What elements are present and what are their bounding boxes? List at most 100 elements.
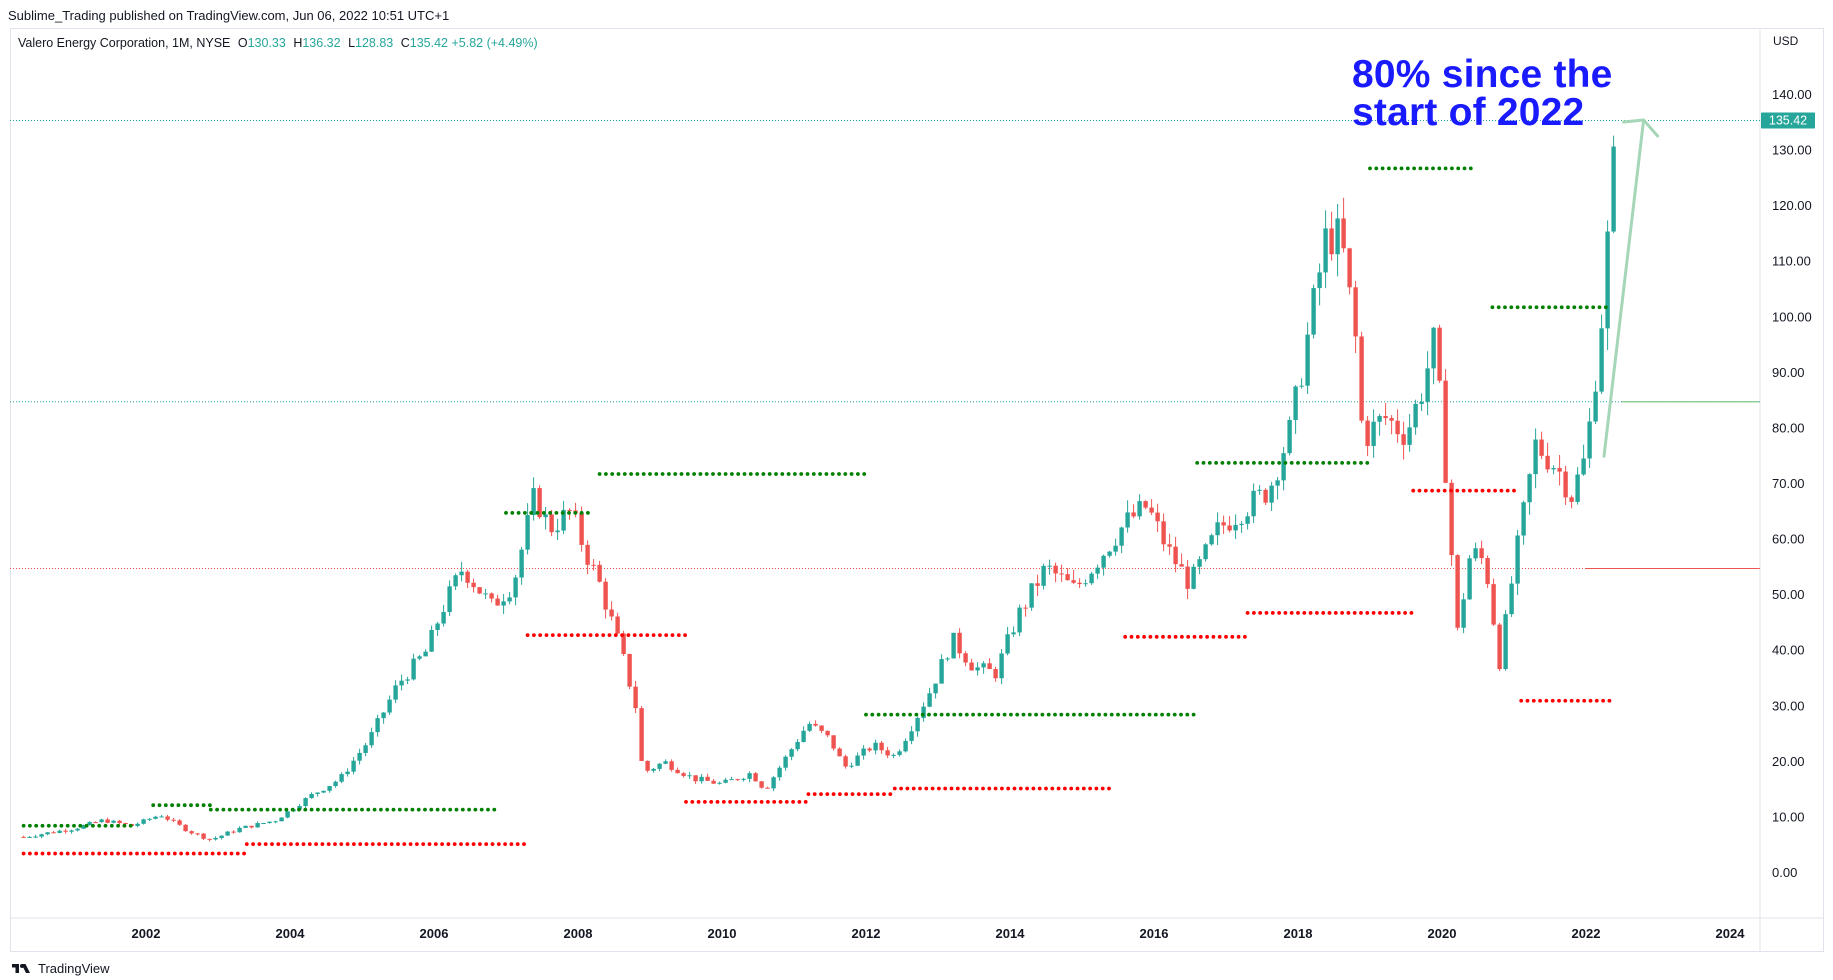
resistance-dot [1179,712,1183,717]
resistance-dot [1340,460,1344,465]
candle-body [963,653,968,663]
resistance-dot [529,510,534,515]
support-dot [1371,611,1376,615]
candle-body [273,821,278,823]
support-dot [1142,634,1146,639]
support-dot [1252,611,1256,615]
support-dot [484,842,489,847]
resistance-dot [309,807,314,812]
chart-annotation[interactable]: 80% since the start of 2022 [1352,55,1682,134]
candle-body [1365,420,1370,446]
support-dot [1352,611,1357,615]
candle-body [1383,416,1388,419]
resistance-dot [1302,460,1307,465]
candle-body [1149,507,1154,513]
resistance-dot [805,472,810,476]
candle-body [657,763,662,769]
support-dot [1594,698,1599,703]
annotation-line-2: start of 2022 [1352,91,1585,134]
candle-body [1161,521,1166,545]
support-dot [968,786,973,791]
support-dot [766,799,770,804]
support-dot [626,633,631,638]
support-dot [875,792,880,796]
resistance-dot [182,803,187,808]
resistance-dot [442,807,446,812]
resistance-dot [1443,166,1448,171]
resistance-dot [908,712,912,717]
support-dot [1302,611,1307,615]
support-dot [1075,786,1080,791]
candle-body [681,773,686,776]
support-dot [1468,488,1472,493]
support-dot [607,633,612,638]
candle-body [531,488,536,516]
footer-brand[interactable]: TradingView [10,961,110,976]
resistance-dot [983,712,988,717]
resistance-dot [704,472,709,476]
candle-body [1053,565,1058,574]
resistance-dot [1352,460,1357,465]
candle-body [27,836,32,838]
candle-body [663,761,668,764]
support-dot [1333,611,1338,615]
resistance-dot [1437,166,1442,171]
resistance-dot [1380,166,1385,171]
candle-body [687,775,692,777]
support-dot [471,842,476,847]
resistance-dot [334,807,339,812]
resistance-dot [290,807,295,812]
support-dot [1582,698,1587,703]
resistance-dot [1116,712,1120,717]
candle-body [1551,468,1556,470]
resistance-dot [1201,460,1206,465]
candle-body [537,488,542,518]
chart-frame [10,28,1824,952]
candle-body [417,656,422,659]
support-dot [65,851,70,856]
support-dot [1340,611,1344,615]
resistance-dot [567,510,571,515]
support-dot [1327,611,1332,615]
support-dot [1499,488,1504,493]
support-dot [53,851,57,856]
resistance-dot [774,472,778,476]
support-dot [1390,611,1395,615]
support-dot [1296,611,1300,615]
support-dot [1576,698,1580,703]
support-dot [1236,634,1241,639]
resistance-dot [1214,460,1218,465]
support-dot [1037,786,1042,791]
resistance-dot [271,807,276,812]
candle-body [63,830,68,832]
candle-body [1017,607,1022,633]
candle-body [1347,248,1352,288]
support-dot [905,786,910,791]
resistance-dot [586,510,590,515]
support-dot [911,786,916,791]
currency-label[interactable]: USD [1773,34,1799,48]
resistance-dot [889,712,894,717]
last-price-badge [1761,112,1815,129]
support-dot [869,792,874,796]
support-dot [532,633,536,638]
y-tick-label: 140.00 [1772,87,1812,102]
symbol-title[interactable]: Valero Energy Corporation, 1M, NYSE [18,36,231,50]
candle-body [1245,516,1250,524]
resistance-dot [234,807,238,812]
support-dot [1601,698,1605,703]
candle-body [309,793,314,799]
support-dot [257,842,262,847]
resistance-dot [1258,460,1263,465]
support-dot [210,851,215,856]
resistance-dot [1239,460,1244,465]
candle-body [1167,544,1172,547]
candle-body [1611,146,1616,232]
candle-body [1389,418,1394,421]
candle-body [621,633,626,655]
annotation-arrow-icon[interactable] [1602,118,1646,458]
candle-body [999,653,1004,679]
candle-body [993,668,998,679]
resistance-dot [597,472,602,476]
